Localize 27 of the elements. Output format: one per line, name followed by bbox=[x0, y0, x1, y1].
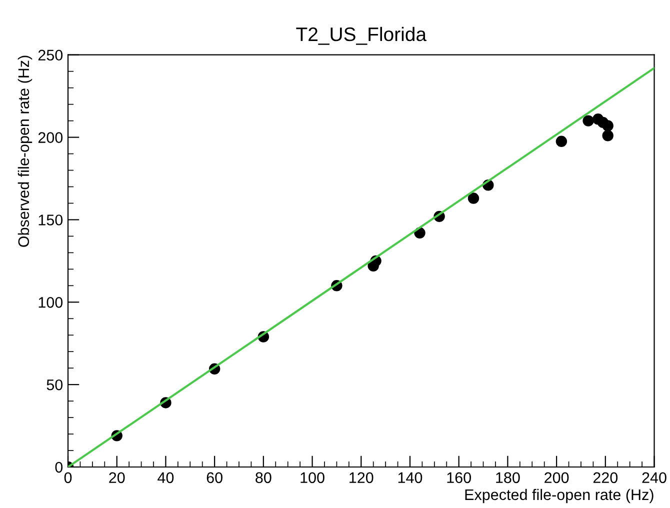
y-tick-label: 150 bbox=[38, 214, 63, 226]
x-tick-label: 160 bbox=[447, 472, 471, 484]
y-tick-label: 100 bbox=[38, 297, 63, 308]
chart-title: T2_US_Florida bbox=[296, 26, 427, 45]
y-tick-label: 0 bbox=[55, 462, 63, 473]
x-tick-label: 0 bbox=[64, 472, 72, 484]
point bbox=[556, 136, 568, 148]
x-tick-label: 240 bbox=[642, 472, 666, 484]
point bbox=[468, 192, 480, 204]
x-tick-label: 220 bbox=[593, 472, 618, 484]
x-tick-label: 180 bbox=[496, 472, 520, 484]
x-tick-label: 140 bbox=[398, 472, 422, 484]
x-tick-label: 40 bbox=[158, 472, 174, 484]
point bbox=[602, 120, 614, 132]
y-tick-label: 50 bbox=[46, 379, 63, 390]
y-axis-title: Observed file-open rate (Hz) bbox=[18, 56, 32, 247]
x-axis-title: Expected file-open rate (Hz) bbox=[465, 488, 654, 504]
x-tick-label: 60 bbox=[206, 472, 222, 484]
x-tick-label: 80 bbox=[256, 472, 272, 484]
x-tick-label: 120 bbox=[350, 472, 374, 484]
point bbox=[602, 130, 614, 142]
point bbox=[582, 115, 594, 126]
y-tick-label: 250 bbox=[38, 50, 63, 61]
x-tick-label: 100 bbox=[300, 472, 324, 484]
x-tick-label: 20 bbox=[109, 472, 125, 484]
y-tick-label: 200 bbox=[38, 132, 63, 143]
x-tick-label: 200 bbox=[544, 472, 569, 484]
